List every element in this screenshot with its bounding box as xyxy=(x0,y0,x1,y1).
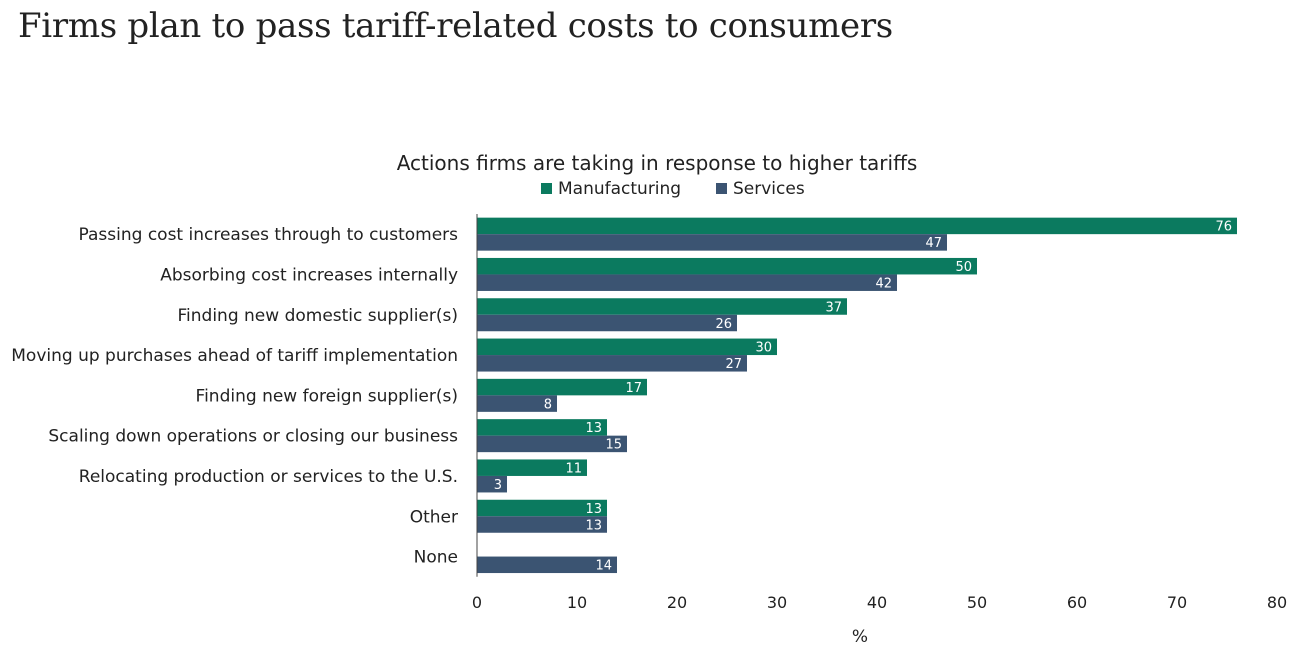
bar-value-label: 13 xyxy=(585,421,602,436)
legend-swatch-manufacturing xyxy=(541,183,552,194)
category-label: Finding new foreign supplier(s) xyxy=(196,386,458,406)
x-tick-label: 30 xyxy=(767,593,787,612)
x-axis-tick-labels: 0 10 20 30 40 50 60 70 80 xyxy=(472,593,1287,612)
x-tick-label: 20 xyxy=(667,593,687,612)
bar-value-label: 50 xyxy=(955,260,972,275)
bars xyxy=(477,217,1237,574)
bar-value-label: 42 xyxy=(875,276,892,291)
bar-manufacturing xyxy=(477,217,1237,235)
bar-value-label: 14 xyxy=(595,559,612,574)
page-title: Firms plan to pass tariff-related costs … xyxy=(18,6,893,46)
category-label: Relocating production or services to the… xyxy=(79,467,458,487)
bar-services xyxy=(477,475,507,493)
x-tick-label: 50 xyxy=(967,593,987,612)
legend-label-manufacturing: Manufacturing xyxy=(558,179,681,199)
bar-value-label: 37 xyxy=(825,300,842,315)
bar-value-label: 30 xyxy=(755,341,772,356)
category-label: Scaling down operations or closing our b… xyxy=(48,427,458,447)
bar-value-label: 76 xyxy=(1215,220,1232,235)
category-label: Absorbing cost increases internally xyxy=(160,265,458,285)
x-tick-label: 80 xyxy=(1267,593,1287,612)
category-label: Moving up purchases ahead of tariff impl… xyxy=(11,346,458,366)
category-label: Other xyxy=(410,507,458,527)
bar-manufacturing xyxy=(477,338,777,356)
bar-manufacturing xyxy=(477,459,587,476)
bar-services xyxy=(477,435,627,453)
bar-value-label: 47 xyxy=(925,236,942,251)
x-axis-label: % xyxy=(852,627,868,647)
bar-services xyxy=(477,556,617,574)
bar-services xyxy=(477,395,557,412)
bar-value-label: 13 xyxy=(585,502,602,517)
category-label: Finding new domestic supplier(s) xyxy=(178,306,459,326)
chart-title: Actions firms are taking in response to … xyxy=(397,151,918,175)
bar-value-label: 26 xyxy=(715,317,732,332)
bar-value-label: 27 xyxy=(725,357,742,372)
bar-manufacturing xyxy=(477,378,647,396)
category-labels: Passing cost increases through to custom… xyxy=(11,225,458,567)
x-tick-label: 10 xyxy=(567,593,587,612)
x-tick-label: 70 xyxy=(1167,593,1187,612)
bar-services xyxy=(477,274,897,291)
bar-services xyxy=(477,234,947,251)
bar-services xyxy=(477,516,607,533)
bar-value-label: 11 xyxy=(565,461,582,476)
bar-manufacturing xyxy=(477,257,977,275)
category-label: None xyxy=(414,548,458,568)
bar-value-label: 8 xyxy=(544,397,552,412)
x-tick-label: 0 xyxy=(472,593,482,612)
bar-services xyxy=(477,314,737,332)
legend-label-services: Services xyxy=(733,179,805,199)
bar-services xyxy=(477,355,747,372)
chart-legend: Manufacturing Services xyxy=(541,179,805,199)
bar-value-label: 13 xyxy=(585,518,602,533)
bar-manufacturing xyxy=(477,499,607,517)
bar-manufacturing xyxy=(477,298,847,315)
legend-swatch-services xyxy=(716,183,727,194)
bar-value-label: 3 xyxy=(494,478,502,493)
bar-value-label: 15 xyxy=(605,438,622,453)
category-label: Passing cost increases through to custom… xyxy=(79,225,459,245)
x-tick-label: 60 xyxy=(1067,593,1087,612)
x-tick-label: 40 xyxy=(867,593,887,612)
bar-manufacturing xyxy=(477,419,607,436)
bar-value-label: 17 xyxy=(625,381,642,396)
